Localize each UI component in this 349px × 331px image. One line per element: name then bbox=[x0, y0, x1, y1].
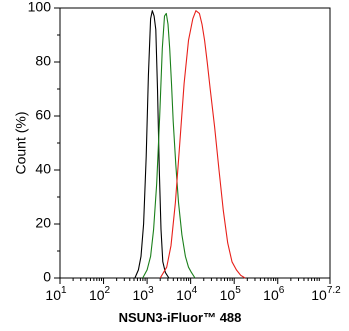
histogram-series-1 bbox=[134, 10, 170, 279]
y-tick-label: 0 bbox=[43, 269, 51, 285]
x-tick-label: 107.2 bbox=[311, 285, 341, 303]
y-tick-label: 40 bbox=[35, 161, 51, 177]
x-tick-label: 106 bbox=[263, 285, 285, 303]
y-tick-label: 80 bbox=[35, 53, 51, 69]
x-tick-exponent: 2 bbox=[105, 285, 111, 296]
x-tick-exponent: 7.2 bbox=[327, 285, 341, 296]
y-tick-label: 20 bbox=[35, 215, 51, 231]
x-tick-label: 101 bbox=[45, 285, 67, 303]
x-tick-base: 10 bbox=[176, 287, 192, 303]
series-layer bbox=[134, 10, 246, 279]
x-tick-base: 10 bbox=[263, 287, 279, 303]
x-tick-label: 105 bbox=[220, 285, 242, 303]
histogram-series-2 bbox=[142, 12, 196, 279]
x-tick-base: 10 bbox=[45, 287, 61, 303]
x-tick-exponent: 6 bbox=[279, 285, 285, 296]
x-tick-label: 102 bbox=[89, 285, 111, 303]
x-tick-base: 10 bbox=[220, 287, 236, 303]
x-tick-base: 10 bbox=[89, 287, 105, 303]
x-tick-label: 103 bbox=[133, 285, 155, 303]
x-tick-exponent: 4 bbox=[192, 285, 198, 296]
x-ticks: 101 102 103 104 105 106 107.2 bbox=[45, 278, 341, 303]
x-tick-exponent: 1 bbox=[61, 285, 67, 296]
histogram-series-3 bbox=[159, 10, 246, 279]
y-tick-label: 60 bbox=[35, 107, 51, 123]
x-tick-label: 104 bbox=[176, 285, 198, 303]
x-tick-exponent: 5 bbox=[235, 285, 241, 296]
x-tick-base: 10 bbox=[311, 287, 327, 303]
plot-frame bbox=[59, 7, 331, 279]
x-axis-label: NSUN3-iFluor™ 488 bbox=[119, 310, 242, 325]
x-tick-exponent: 3 bbox=[148, 285, 154, 296]
y-tick-label: 100 bbox=[28, 0, 52, 15]
y-axis-label: Count (%) bbox=[13, 111, 29, 174]
x-tick-base: 10 bbox=[133, 287, 149, 303]
y-ticks: 0 20 40 60 80 100 bbox=[28, 0, 60, 285]
